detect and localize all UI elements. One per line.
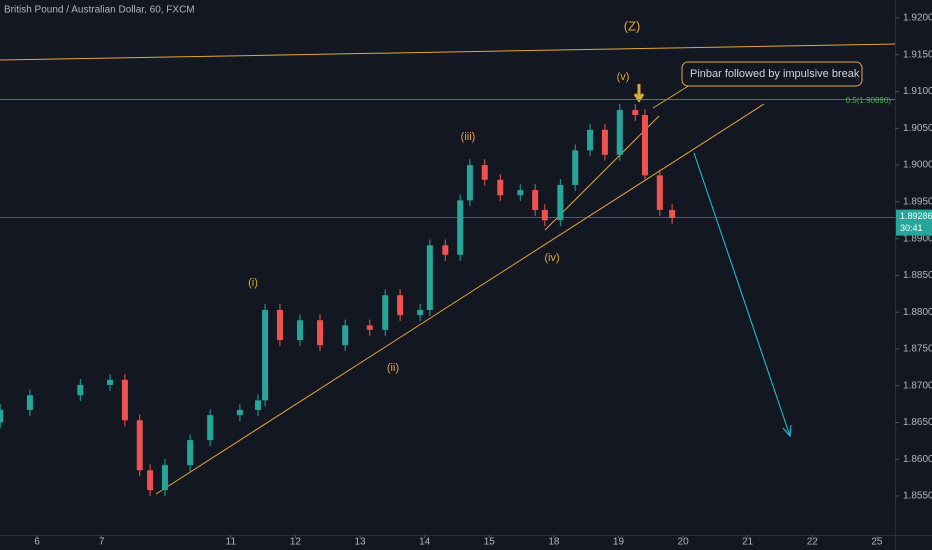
candle-body (187, 440, 194, 466)
y-tick-label: 1.87000 (903, 380, 932, 391)
candle-body (601, 129, 608, 155)
x-tick-label: 7 (99, 537, 105, 548)
candle-body (532, 190, 539, 210)
y-tick-label: 1.85500 (903, 491, 932, 502)
candle-body (342, 325, 349, 346)
wedge-line (544, 115, 660, 231)
x-tick-label: 20 (678, 537, 690, 548)
fib-label: 0.5(1.90890) (846, 96, 892, 105)
candle-body (107, 379, 114, 385)
candle-body (26, 395, 33, 410)
candle-body (276, 309, 283, 341)
candle-body (481, 165, 488, 180)
candle-body (457, 200, 464, 255)
candle-body (656, 175, 663, 210)
y-tick-label: 1.86000 (903, 454, 932, 465)
y-tick-label: 1.88500 (903, 270, 932, 281)
candle-body (236, 409, 243, 416)
y-tick-label: 1.89500 (903, 197, 932, 208)
candle-body (382, 295, 389, 330)
candle-body (587, 129, 594, 151)
candle-body (517, 190, 524, 196)
wave-label: (ii) (387, 362, 399, 374)
wave-label: (iii) (461, 131, 476, 143)
x-tick-label: 22 (807, 537, 819, 548)
resistance-line (0, 43, 896, 61)
x-tick-label: 12 (290, 537, 302, 548)
y-tick-label: 1.86500 (903, 417, 932, 428)
callout-box (681, 61, 863, 87)
candle-body (136, 420, 143, 471)
candle-body (316, 320, 323, 346)
candle-body (557, 184, 564, 221)
countdown-label: 30:41 (900, 223, 923, 233)
candle-body (426, 245, 433, 310)
wave-label: (v) (617, 71, 630, 83)
y-tick-label: 1.90000 (903, 160, 932, 171)
candle-body (296, 320, 303, 341)
candle-body (121, 379, 128, 421)
y-tick-label: 1.88000 (903, 307, 932, 318)
candle-body (147, 470, 154, 491)
candle-body (207, 415, 214, 441)
x-tick-label: 19 (613, 537, 625, 548)
candle-body (77, 384, 84, 396)
x-tick-label: 6 (34, 537, 40, 548)
wave-label: (iv) (544, 252, 559, 264)
x-tick-label: 18 (548, 537, 560, 548)
y-tick-label: 1.89000 (903, 233, 932, 244)
callout-text: Pinbar followed by impulsive break (690, 68, 860, 80)
callout-pointer (652, 84, 691, 109)
candle-body (366, 325, 373, 330)
x-tick-label: 14 (419, 537, 431, 548)
y-tick-label: 1.90500 (903, 123, 932, 134)
candle-body (632, 109, 639, 116)
y-tick-label: 1.91500 (903, 49, 932, 60)
candle-body (641, 115, 648, 176)
candle-body (466, 165, 473, 201)
y-tick-label: 1.87500 (903, 344, 932, 355)
candle-body (254, 400, 261, 410)
candle-body (541, 209, 548, 221)
projection-arrow (693, 152, 792, 438)
x-tick-label: 13 (354, 537, 366, 548)
x-tick-label: 25 (871, 537, 883, 548)
candle-body (397, 295, 404, 316)
last-price-label: 1.89286 (900, 211, 932, 221)
x-tick-label: 15 (484, 537, 496, 548)
last-price-badge (896, 209, 932, 236)
candle-body (616, 109, 623, 155)
candle-body (0, 409, 4, 423)
y-tick-label: 1.92000 (903, 13, 932, 24)
candle-body (262, 309, 269, 401)
x-tick-label: 21 (742, 537, 754, 548)
candle-body (572, 150, 579, 185)
x-tick-label: 11 (226, 537, 237, 548)
candle-body (442, 245, 449, 255)
y-tick-label: 1.91000 (903, 86, 932, 97)
candle-body (161, 465, 168, 491)
candle-body (417, 309, 424, 316)
chart-title: British Pound / Australian Dollar, 60, F… (4, 5, 195, 16)
trend-line (155, 103, 765, 495)
wave-label: (Z) (624, 18, 641, 33)
wave-label: (i) (248, 277, 258, 289)
candle-body (669, 209, 676, 219)
candle-body (497, 179, 504, 196)
